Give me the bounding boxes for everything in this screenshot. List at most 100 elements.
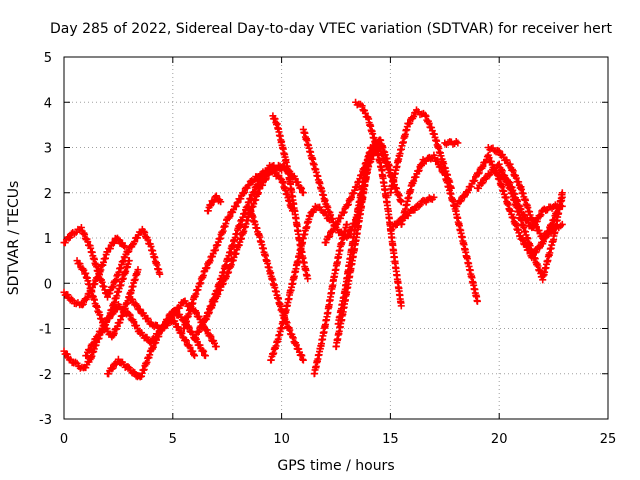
- data-point: [393, 220, 401, 228]
- data-point: [237, 195, 245, 203]
- data-point: [475, 184, 483, 192]
- data-point: [240, 188, 248, 196]
- data-point: [456, 198, 464, 206]
- data-point: [129, 296, 137, 304]
- data-point: [191, 334, 199, 342]
- series-sat-n: [267, 202, 333, 364]
- data-point: [200, 347, 208, 355]
- data-point: [558, 202, 566, 210]
- data-point: [397, 198, 405, 206]
- data-point: [101, 321, 109, 329]
- y-axis: -3 -2 -1 0 1 2 3 4 5: [39, 51, 608, 428]
- series-sat-x: [441, 138, 462, 148]
- data-point: [195, 327, 203, 335]
- data-point: [304, 275, 312, 283]
- y-tick-label: -2: [39, 368, 52, 383]
- x-tick-label: 25: [600, 432, 617, 447]
- data-point: [232, 202, 240, 210]
- series-sat-p: [310, 220, 351, 378]
- y-tick-label: 3: [44, 142, 52, 157]
- x-tick-label: 5: [169, 432, 177, 447]
- data-point: [479, 179, 487, 187]
- data-point: [164, 318, 172, 326]
- data-point: [505, 178, 513, 186]
- data-point: [537, 211, 545, 219]
- data-point: [194, 328, 202, 336]
- data-point: [343, 220, 351, 228]
- data-point: [86, 345, 94, 353]
- data-point: [129, 368, 137, 376]
- data-point: [521, 212, 529, 220]
- data-point: [415, 202, 423, 210]
- data-point: [207, 333, 215, 341]
- data-point: [132, 300, 140, 308]
- x-tick-label: 0: [60, 432, 68, 447]
- x-tick-label: 10: [273, 432, 290, 447]
- data-point: [430, 193, 438, 201]
- series-sat-k: [204, 192, 225, 215]
- x-axis-label: GPS time / hours: [277, 458, 394, 474]
- data-point: [259, 181, 267, 189]
- data-point: [473, 297, 481, 305]
- data-point: [454, 139, 462, 147]
- data-point: [453, 202, 461, 210]
- data-point: [190, 350, 198, 358]
- data-point: [503, 156, 511, 164]
- data-point: [126, 311, 134, 319]
- data-point: [528, 215, 536, 223]
- data-point: [178, 329, 186, 337]
- data-point: [191, 352, 199, 360]
- data-point: [226, 212, 234, 220]
- data-point: [467, 183, 475, 191]
- chart-title: Day 285 of 2022, Sidereal Day-to-day VTE…: [50, 21, 612, 37]
- data-point: [367, 144, 375, 151]
- data-point: [114, 355, 122, 363]
- series-sat-j: [201, 161, 307, 323]
- data-point: [199, 346, 207, 354]
- data-point: [520, 210, 528, 218]
- data-point: [340, 208, 348, 216]
- data-point: [244, 182, 252, 190]
- data-point: [464, 186, 472, 194]
- series-sat-ab: [495, 171, 566, 232]
- data-point: [471, 176, 479, 184]
- data-point: [115, 236, 123, 244]
- data-point: [106, 314, 114, 322]
- data-series: [60, 98, 566, 381]
- data-point: [61, 239, 69, 247]
- data-point: [397, 302, 405, 310]
- data-point: [105, 370, 113, 378]
- data-point: [156, 270, 164, 278]
- series-sat-f: [104, 306, 209, 381]
- y-axis-label: SDTVAR / TECUs: [6, 181, 22, 296]
- data-point: [124, 248, 132, 256]
- data-point: [136, 305, 144, 313]
- data-point: [411, 206, 419, 214]
- data-point: [131, 238, 139, 246]
- data-point: [131, 369, 139, 377]
- data-point: [519, 236, 527, 244]
- data-point: [106, 245, 114, 253]
- data-point: [110, 308, 118, 316]
- data-point: [174, 323, 182, 331]
- data-point: [410, 113, 418, 121]
- data-point: [124, 363, 132, 371]
- data-point: [212, 343, 220, 351]
- data-point: [125, 247, 133, 255]
- data-point: [130, 318, 138, 326]
- data-point: [189, 347, 197, 355]
- data-point: [97, 328, 105, 336]
- y-tick-label: 0: [44, 277, 52, 292]
- data-point: [322, 239, 330, 247]
- data-point: [533, 217, 541, 225]
- data-point: [416, 201, 424, 209]
- data-point: [181, 336, 189, 344]
- data-point: [144, 314, 152, 322]
- data-point: [109, 239, 117, 247]
- data-point: [94, 331, 102, 339]
- data-point: [186, 344, 194, 352]
- data-point: [64, 291, 72, 299]
- data-point: [109, 364, 117, 372]
- data-point: [457, 197, 465, 205]
- data-point: [125, 257, 133, 265]
